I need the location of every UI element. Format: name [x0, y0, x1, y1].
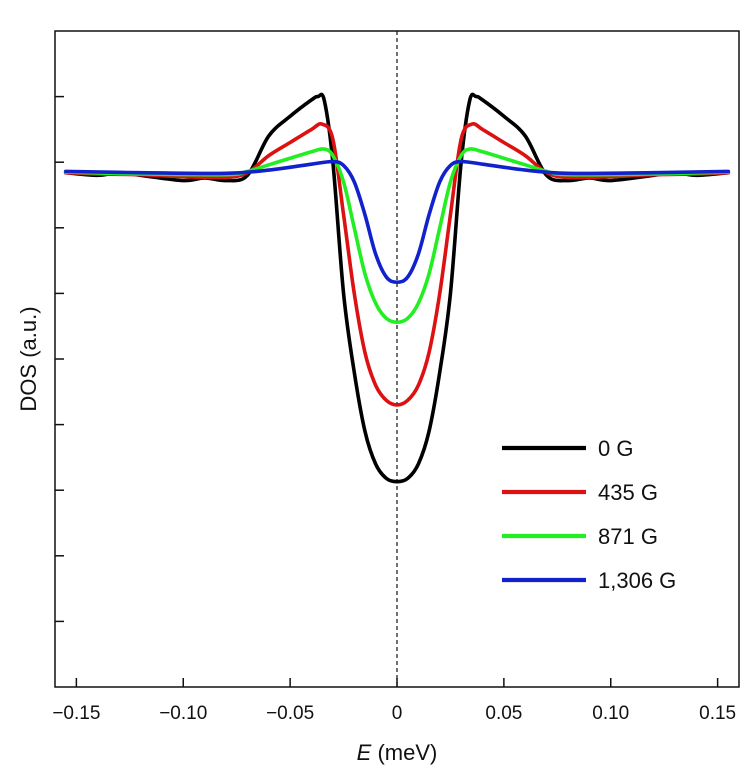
y-axis-title: DOS (a.u.) — [16, 306, 41, 411]
legend-label-435gg: 435 G — [598, 480, 658, 505]
y-axis-ticks — [55, 95, 64, 623]
series-line-0gg — [63, 92, 731, 484]
x-tick-label: 0.10 — [592, 703, 629, 724]
x-tick-label: −0.10 — [159, 703, 207, 724]
x-tick-label: 0.05 — [485, 703, 522, 724]
x-tick-label: 0.15 — [699, 703, 736, 724]
x-tick-label: 0 — [392, 703, 403, 724]
series-layer — [63, 92, 731, 484]
x-axis-title: E (meV) — [357, 740, 438, 765]
series-line-435gg — [63, 121, 731, 407]
series-line-871gg — [63, 147, 731, 325]
x-axis-unit: (meV) — [371, 740, 437, 765]
x-axis-variable: E — [357, 740, 372, 765]
x-axis-ticks: −0.15 −0.10 −0.05 0 0.05 0.10 0.15 — [52, 678, 736, 724]
x-tick-label: −0.15 — [52, 703, 100, 724]
legend-label-1306gg: 1,306 G — [598, 568, 676, 593]
legend-label-0gg: 0 G — [598, 436, 633, 461]
legend: 0 G 435 G 871 G 1,306 G — [502, 436, 676, 593]
x-tick-label: −0.05 — [266, 703, 314, 724]
series-line-1306gg — [63, 159, 731, 285]
legend-label-871gg: 871 G — [598, 524, 658, 549]
